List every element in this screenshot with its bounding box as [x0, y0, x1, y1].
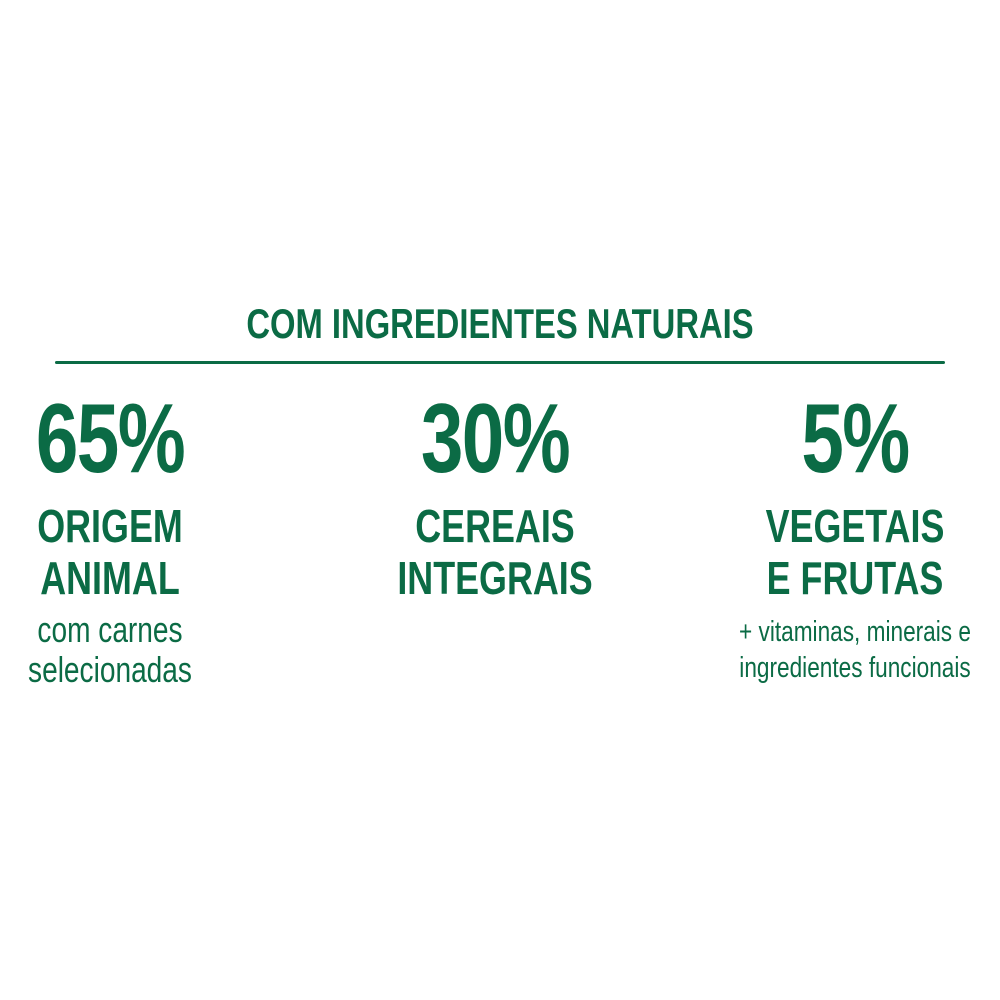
- description-line: ingredientes funcionais: [739, 652, 971, 684]
- label-line: CEREAIS: [415, 500, 575, 552]
- column-animal: 65% ORIGEM ANIMAL com carnes selecionada…: [0, 388, 266, 690]
- category-label: CEREAIS INTEGRAIS: [339, 500, 651, 604]
- category-label: ORIGEM ANIMAL: [0, 500, 266, 604]
- divider: [55, 361, 945, 364]
- percent-value: 65%: [35, 383, 186, 493]
- heading: COM INGREDIENTES NATURAIS: [246, 300, 754, 347]
- percent-value: 5%: [801, 383, 910, 493]
- category-label: VEGETAIS E FRUTAS: [699, 500, 1000, 604]
- label-line: VEGETAIS: [765, 500, 945, 552]
- percent-value: 30%: [420, 383, 571, 493]
- label-line: E FRUTAS: [766, 552, 944, 604]
- description-line: com carnes: [37, 609, 183, 650]
- label-line: ANIMAL: [40, 552, 180, 604]
- category-description: com carnes selecionadas: [0, 610, 266, 690]
- category-description: + vitaminas, minerais e ingredientes fun…: [699, 614, 1000, 686]
- label-line: INTEGRAIS: [397, 552, 593, 604]
- label-line: ORIGEM: [37, 500, 183, 552]
- description-line: selecionadas: [28, 649, 192, 690]
- description-line: + vitaminas, minerais e: [739, 616, 971, 648]
- column-cereals: 30% CEREAIS INTEGRAIS: [339, 388, 651, 604]
- column-vegetables: 5% VEGETAIS E FRUTAS + vitaminas, minera…: [699, 388, 1000, 686]
